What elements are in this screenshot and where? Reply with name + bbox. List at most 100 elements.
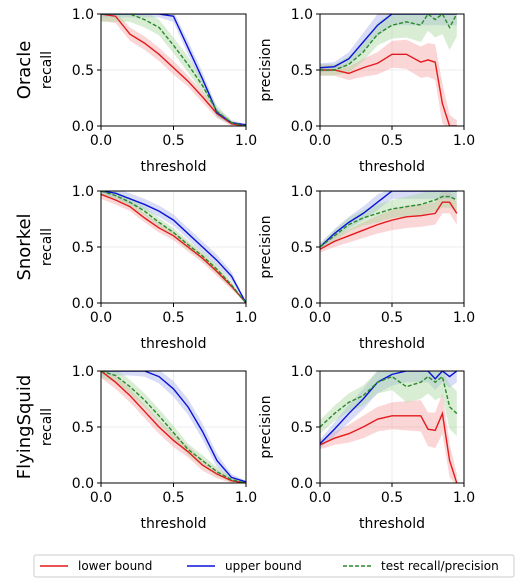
panel-1: 0.0 0.5 1.0 0.0 0.5 1.0 threshold precision: [258, 7, 475, 175]
row-label: FlyingSquid: [14, 375, 35, 480]
y-tick-label: 0.0: [72, 476, 94, 492]
panel-5: 0.0 0.5 1.0 0.0 0.5 1.0 threshold precision: [258, 364, 475, 532]
lower-band: [101, 371, 246, 483]
x-tick-label: 0.0: [309, 133, 331, 149]
test-line: [101, 371, 246, 483]
x-tick-label: 0.0: [90, 310, 112, 326]
y-tick-label: 0.0: [72, 119, 94, 135]
upper-line: [320, 14, 457, 69]
lower-line: [320, 53, 457, 126]
x-axis-label: threshold: [359, 159, 425, 175]
test-band: [320, 191, 457, 251]
legend: lower bound upper bound test recall/precis…: [33, 554, 515, 578]
legend-label-lower: lower bound: [78, 559, 152, 573]
lower-line: [101, 14, 246, 126]
upper-line: [320, 191, 457, 248]
y-tick-label: 0.5: [291, 420, 313, 436]
x-tick-label: 0.5: [162, 310, 184, 326]
y-tick-label: 1.0: [291, 364, 313, 380]
x-tick-label: 0.0: [90, 133, 112, 149]
x-tick-label: 0.0: [309, 490, 331, 506]
y-tick-label: 1.0: [72, 184, 94, 200]
panel-4: 0.0 0.5 1.0 0.0 0.5 1.0 threshold recallFlyingS…: [14, 364, 257, 532]
y-axis-label: recall: [39, 228, 55, 266]
lower-band: [101, 191, 246, 303]
y-tick-label: 0.0: [291, 119, 313, 135]
plot-area: [320, 14, 458, 126]
upper-line: [101, 371, 246, 483]
upper-band: [101, 371, 246, 483]
legend-label-test: test recall/precision: [381, 559, 499, 573]
test-band: [320, 371, 457, 436]
x-tick-label: 1.0: [453, 310, 475, 326]
x-tick-label: 1.0: [453, 133, 475, 149]
y-axis-label: recall: [39, 51, 55, 89]
upper-band: [320, 14, 457, 73]
upper-line: [101, 191, 246, 303]
y-tick-label: 1.0: [72, 7, 94, 23]
y-axis-label: precision: [258, 38, 274, 101]
lower-band: [320, 393, 457, 483]
legend-items: lower bound upper bound test recall/precis…: [40, 559, 499, 573]
x-tick-label: 0.5: [162, 490, 184, 506]
test-band: [101, 371, 246, 483]
x-axis-label: threshold: [359, 336, 425, 352]
y-tick-label: 0.5: [72, 240, 94, 256]
y-tick-label: 0.5: [291, 240, 313, 256]
test-line: [320, 14, 458, 71]
upper-line: [320, 371, 458, 445]
legend-frame: [33, 554, 515, 578]
test-band: [101, 14, 246, 126]
y-tick-label: 1.0: [72, 364, 94, 380]
x-tick-label: 1.0: [453, 490, 475, 506]
x-tick-label: 0.0: [90, 490, 112, 506]
x-axis-label: threshold: [141, 516, 207, 532]
y-tick-label: 0.5: [291, 63, 313, 79]
y-tick-label: 0.0: [72, 296, 94, 312]
row-label: Oracle: [14, 41, 35, 100]
lower-line: [320, 411, 458, 483]
x-tick-label: 0.0: [309, 310, 331, 326]
test-line: [320, 375, 458, 428]
x-tick-label: 1.0: [235, 133, 257, 149]
y-tick-label: 1.0: [291, 7, 313, 23]
y-tick-label: 0.0: [291, 476, 313, 492]
lower-band: [101, 14, 246, 126]
lower-line: [320, 201, 458, 250]
test-line: [320, 195, 458, 248]
plot-area: [101, 191, 246, 303]
test-line: [101, 191, 246, 303]
x-axis-label: threshold: [359, 516, 425, 532]
x-tick-label: 1.0: [235, 310, 257, 326]
x-axis-label: threshold: [141, 159, 207, 175]
x-tick-label: 0.5: [162, 133, 184, 149]
test-line: [101, 14, 246, 126]
x-tick-label: 0.5: [381, 310, 403, 326]
panels: 0.0 0.5 1.00.00.51.0thresholdrecallOracle0…: [14, 7, 475, 532]
upper-band: [101, 14, 246, 126]
x-tick-label: 1.0: [235, 490, 257, 506]
legend-label-upper: upper bound: [225, 559, 302, 573]
row-label: Snorkel: [14, 213, 35, 280]
y-axis-label: precision: [258, 395, 274, 458]
lower-line: [101, 193, 246, 303]
lower-line: [101, 371, 246, 483]
y-tick-label: 1.0: [291, 184, 313, 200]
x-tick-label: 0.5: [381, 490, 403, 506]
plot-area: [320, 191, 458, 253]
lower-band: [320, 39, 457, 126]
panel-3: 0.0 0.5 1.0 0.0 0.5 1.0 threshold precision: [258, 184, 475, 352]
x-axis-label: threshold: [141, 336, 207, 352]
plot-area: [101, 14, 246, 126]
y-tick-label: 0.5: [72, 420, 94, 436]
y-tick-label: 0.0: [291, 296, 313, 312]
plot-area: [101, 371, 246, 483]
y-axis-label: recall: [39, 408, 55, 446]
y-axis-label: precision: [258, 215, 274, 278]
y-tick-label: 0.5: [72, 63, 94, 79]
x-tick-label: 0.5: [381, 133, 403, 149]
plot-area: [320, 371, 458, 483]
